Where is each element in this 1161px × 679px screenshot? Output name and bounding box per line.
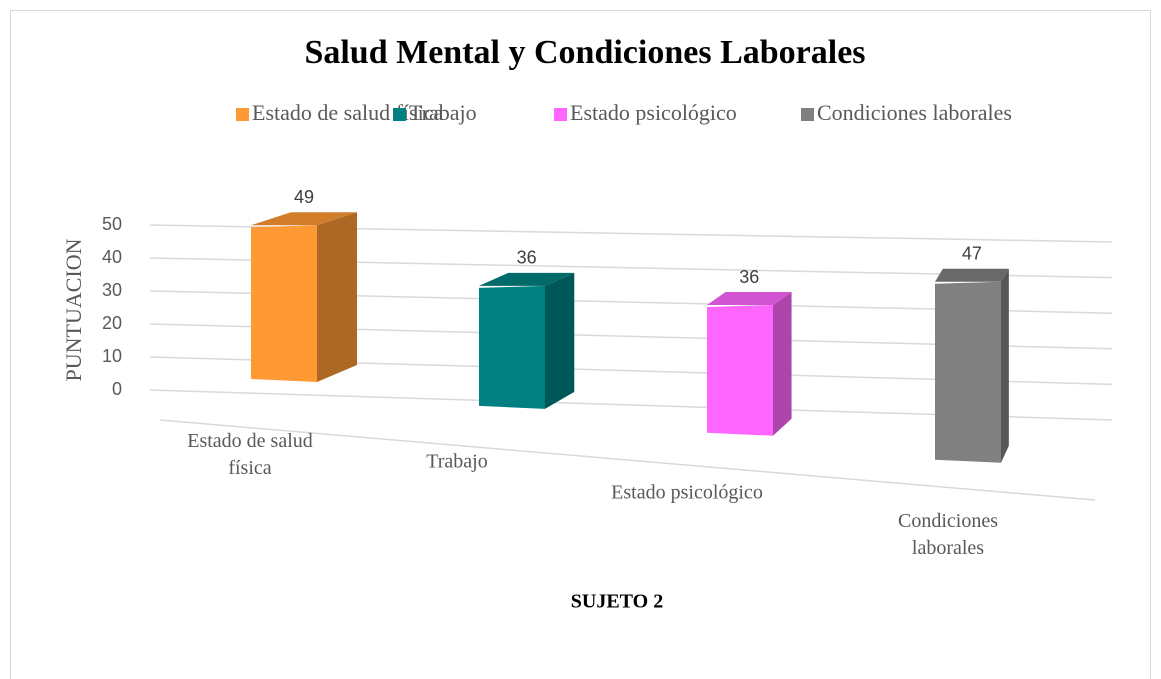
y-tick-label: 30 xyxy=(102,280,122,300)
legend-swatch xyxy=(236,108,249,121)
x-tick-label: Condiciones laborales xyxy=(898,510,998,559)
bar-front xyxy=(479,285,545,409)
x-tick-label: Trabajo xyxy=(426,450,488,473)
x-tick-label: Estado de salud física xyxy=(187,430,313,479)
y-axis-title: PUNTUACION xyxy=(61,238,86,381)
data-label: 47 xyxy=(962,244,982,264)
data-label: 49 xyxy=(294,187,314,207)
x-axis-title: SUJETO 2 xyxy=(571,591,663,613)
bar xyxy=(935,268,1009,463)
floor-edge xyxy=(159,419,1096,501)
y-tick-label: 20 xyxy=(102,313,122,333)
legend-label: Condiciones laborales xyxy=(817,100,1012,125)
legend-label: Trabajo xyxy=(409,100,477,125)
bar xyxy=(479,272,575,409)
bar-top xyxy=(707,292,792,306)
bar xyxy=(251,212,357,382)
bar-side xyxy=(1001,268,1009,463)
y-tick-label: 0 xyxy=(112,379,122,399)
bar-side xyxy=(773,292,792,436)
chart-title: Salud Mental y Condiciones Laborales xyxy=(304,34,865,71)
bar-side xyxy=(545,272,575,409)
bar-top xyxy=(935,268,1009,282)
bar-top xyxy=(479,272,575,286)
bar-front xyxy=(935,281,1001,463)
bar-front xyxy=(251,225,317,382)
bar-front xyxy=(707,305,773,436)
legend-swatch xyxy=(554,108,567,121)
legend-label: Estado de salud física xyxy=(252,100,443,125)
legend-label: Estado psicológico xyxy=(570,100,737,125)
data-label: 36 xyxy=(517,248,537,268)
legend-swatch xyxy=(393,108,406,121)
data-label: 36 xyxy=(739,267,759,287)
bar-top xyxy=(251,212,357,226)
bar xyxy=(707,292,792,436)
y-tick-label: 50 xyxy=(102,214,122,234)
x-tick-label: Estado psicológico xyxy=(611,481,763,504)
y-tick-label: 40 xyxy=(102,247,122,267)
y-tick-label: 10 xyxy=(102,346,122,366)
bar-side xyxy=(317,212,357,382)
legend-swatch xyxy=(801,108,814,121)
